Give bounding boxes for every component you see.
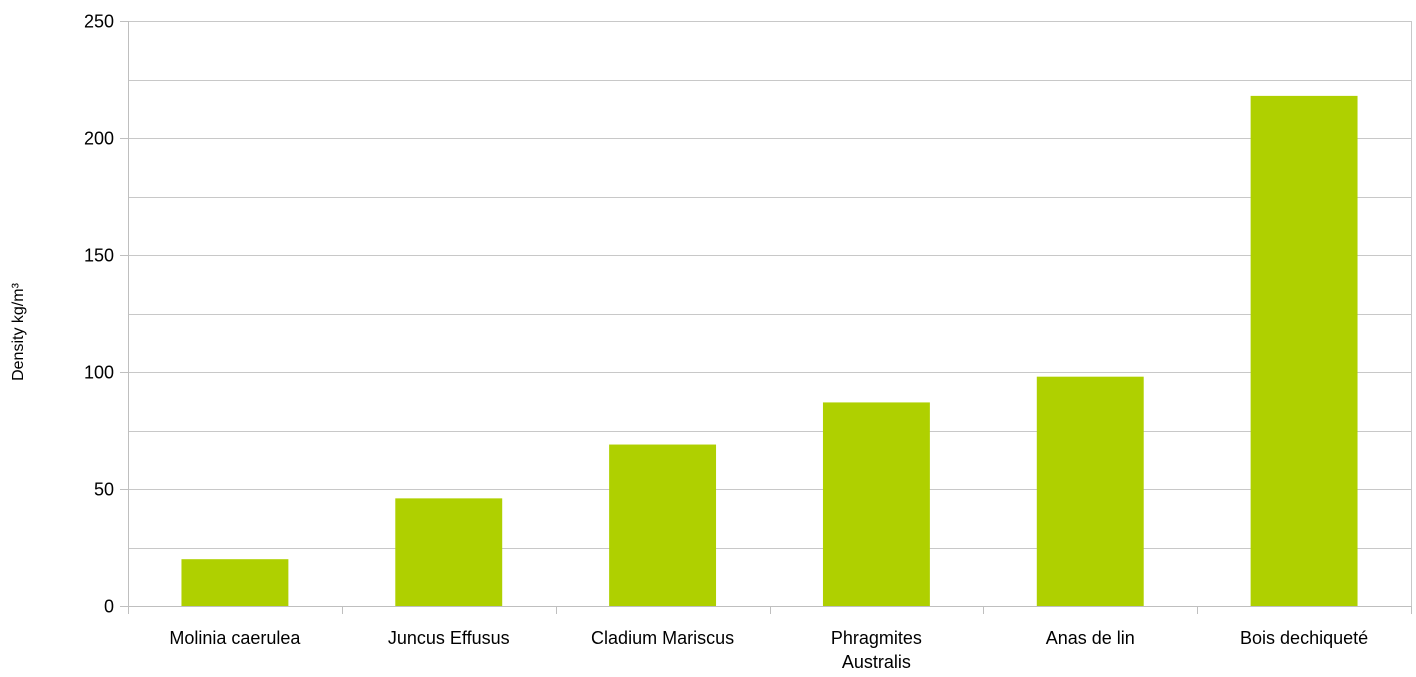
bar [395,498,503,606]
y-tick-label: 100 [84,363,114,383]
y-tick-label: 0 [104,597,114,617]
y-tick-label: 250 [84,12,114,32]
x-tick-label: Bois dechiqueté [1240,628,1368,648]
x-tick-label: Phragmites [831,628,922,648]
bar [1036,376,1144,606]
x-tick-label: Juncus Effusus [388,628,510,648]
bar [1250,95,1358,606]
x-tick-label: Australis [842,652,911,672]
y-axis-label: Density kg/m³ [10,282,27,380]
bar [822,402,930,606]
y-tick-label: 200 [84,129,114,149]
x-tick-label: Molinia caerulea [169,628,301,648]
gridlines [128,21,1412,606]
x-tick-label: Cladium Mariscus [591,628,734,648]
y-tick-labels: 0 50 100 150 200 250 [84,12,114,617]
axes [120,21,1412,614]
y-tick-label: 150 [84,246,114,266]
bars [181,95,1358,606]
bar [181,559,289,606]
bar [609,444,717,606]
y-tick-label: 50 [94,480,114,500]
x-tick-label: Anas de lin [1046,628,1135,648]
x-tick-labels: Molinia caerulea Juncus Effusus Cladium Ma… [169,628,1368,672]
